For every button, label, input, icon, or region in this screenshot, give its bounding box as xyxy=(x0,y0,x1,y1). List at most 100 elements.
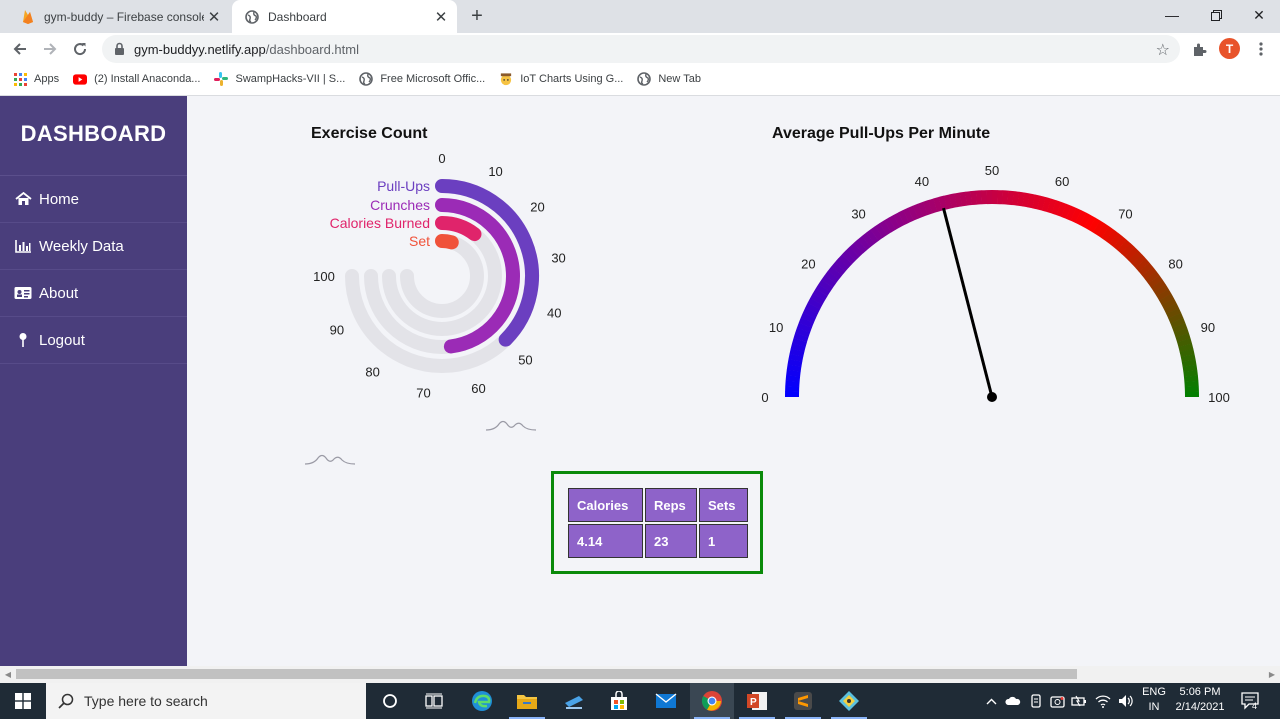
gauge-arc-segment xyxy=(1037,195,1046,211)
apps-grid-icon xyxy=(13,72,27,86)
extensions-icon[interactable] xyxy=(1188,38,1210,60)
radial-bar-set[interactable] xyxy=(435,234,459,250)
git-kraken-icon[interactable] xyxy=(827,683,871,719)
radial-tick-label: 60 xyxy=(471,381,485,396)
browser-chrome: gym-buddy – Firebase console ✕ Dashboard… xyxy=(0,0,1280,96)
volume-icon[interactable] xyxy=(1115,683,1137,719)
store-icon[interactable] xyxy=(597,683,641,719)
tab-dashboard[interactable]: Dashboard ✕ xyxy=(232,0,457,33)
gauge-arc-segment xyxy=(954,192,963,208)
pc-icon[interactable] xyxy=(552,683,596,719)
radial-tick-label: 70 xyxy=(416,386,430,401)
gauge-arc-segment xyxy=(1151,279,1166,293)
gauge-arc-segment xyxy=(857,235,871,251)
sidebar-item-home[interactable]: Home xyxy=(0,176,187,223)
gauge-arc-segment xyxy=(1061,203,1072,219)
scroll-left-arrow-icon[interactable]: ◀ xyxy=(4,670,12,679)
radial-bar-pull-ups[interactable] xyxy=(435,179,539,347)
gauge-arc-segment xyxy=(1177,338,1193,348)
profile-avatar[interactable]: T xyxy=(1219,38,1240,59)
radial-tick-label: 100 xyxy=(313,269,335,284)
gauge-arc-segment xyxy=(898,210,910,226)
gauge-arc-segment xyxy=(1131,254,1147,269)
wifi-icon[interactable] xyxy=(1092,683,1114,719)
radial-bar-crunches[interactable] xyxy=(435,198,520,354)
gauge-arc-segment xyxy=(1075,210,1087,226)
gauge-arc-segment xyxy=(853,239,867,254)
sidebar: DASHBOARD Home Weekly Data About Logout xyxy=(0,96,187,666)
address-bar[interactable]: gym-buddyy.netlify.app/dashboard.html ☆ xyxy=(102,35,1180,63)
sublime-text-icon[interactable] xyxy=(781,683,825,719)
gauge-arc-segment xyxy=(874,223,888,238)
gauge-arc-segment xyxy=(1065,205,1077,221)
taskbar-clock[interactable]: 5:06 PM 2/14/2021 xyxy=(1168,685,1232,715)
bookmark-swamphacks[interactable]: SwampHacks-VII | S... xyxy=(214,72,345,86)
gauge-arc-segment xyxy=(1022,192,1030,208)
sidebar-item-about[interactable]: About xyxy=(0,270,187,317)
close-icon[interactable]: ✕ xyxy=(207,8,221,26)
file-explorer-icon[interactable] xyxy=(505,683,549,719)
mail-icon[interactable] xyxy=(644,683,688,719)
close-icon[interactable]: ✕ xyxy=(434,8,448,26)
forward-arrow-icon[interactable] xyxy=(37,36,63,62)
new-tab-button[interactable]: + xyxy=(471,4,483,27)
bookmark-iot-charts[interactable]: IoT Charts Using G... xyxy=(499,72,623,86)
minimize-icon[interactable]: — xyxy=(1165,7,1179,23)
taskbar-search-box[interactable]: Type here to search xyxy=(46,683,366,719)
horizontal-scrollbar[interactable]: ◀ ▶ xyxy=(0,666,1280,683)
cortana-icon[interactable] xyxy=(368,683,412,719)
battery-icon[interactable] xyxy=(1068,683,1090,719)
sidebar-item-logout[interactable]: Logout xyxy=(0,317,187,364)
powerpoint-icon[interactable]: P xyxy=(735,683,779,719)
gauge-tick-label: 10 xyxy=(769,320,783,335)
bookmark-star-icon[interactable]: ☆ xyxy=(1155,42,1170,59)
gauge-arc-segment xyxy=(1166,307,1182,319)
restore-icon[interactable] xyxy=(1194,0,1238,30)
sidebar-item-label: Weekly Data xyxy=(39,237,124,255)
gauge-tick-label: 30 xyxy=(851,206,865,221)
gauge-arc-segment xyxy=(1135,258,1150,272)
bookmark-apps[interactable]: Apps xyxy=(13,72,59,86)
sidebar-item-weekly-data[interactable]: Weekly Data xyxy=(0,223,187,270)
language-code: ENG xyxy=(1142,686,1166,698)
radial-bar-calories-burned[interactable] xyxy=(435,216,482,242)
radial-tick-label: 0 xyxy=(438,151,445,166)
camera-icon[interactable] xyxy=(1047,683,1067,719)
phone-icon[interactable] xyxy=(1026,683,1046,719)
bookmark-microsoft[interactable]: Free Microsoft Offic... xyxy=(359,72,485,86)
gauge-arc-segment xyxy=(1051,200,1062,216)
chrome-icon[interactable] xyxy=(690,683,734,719)
radial-track xyxy=(400,234,484,318)
gauge-arc-segment xyxy=(893,212,905,228)
series-label: Calories Burned xyxy=(330,215,430,231)
gauge-arc-segment xyxy=(1097,223,1110,239)
tab-firebase[interactable]: gym-buddy – Firebase console ✕ xyxy=(8,0,230,33)
task-view-icon[interactable] xyxy=(412,683,456,719)
gauge-tick-label: 80 xyxy=(1168,257,1182,272)
tray-chevron-up-icon[interactable] xyxy=(982,683,1000,719)
gauge-arc-segment xyxy=(802,307,818,319)
gauge-arc-segment xyxy=(785,375,801,382)
bookmark-label: New Tab xyxy=(658,73,701,85)
gauge-arc-segment xyxy=(865,229,879,244)
gauge-arc-segment xyxy=(1145,270,1160,284)
col-reps: Reps xyxy=(645,488,697,522)
bookmark-new-tab[interactable]: New Tab xyxy=(637,72,701,86)
clock-date: 2/14/2021 xyxy=(1175,701,1225,713)
windows-start-icon[interactable] xyxy=(0,683,46,719)
menu-dots-icon[interactable] xyxy=(1250,38,1272,60)
gauge-arc-segment xyxy=(1084,215,1096,230)
window-close-icon[interactable]: ✕ xyxy=(1253,6,1265,23)
reload-icon[interactable] xyxy=(67,36,93,62)
bookmark-anaconda[interactable]: (2) Install Anaconda... xyxy=(73,72,200,86)
gauge-arc-segment xyxy=(792,337,808,348)
back-arrow-icon[interactable] xyxy=(7,36,33,62)
scroll-right-arrow-icon[interactable]: ▶ xyxy=(1268,670,1276,679)
chrome-divider xyxy=(0,95,1280,96)
bookmark-label: (2) Install Anaconda... xyxy=(94,73,201,85)
edge-icon[interactable] xyxy=(460,683,504,719)
onedrive-cloud-icon[interactable] xyxy=(1002,683,1024,719)
scrollbar-thumb[interactable] xyxy=(16,669,1077,679)
notification-center-icon[interactable]: 4 xyxy=(1238,683,1264,719)
language-indicator[interactable]: ENG IN xyxy=(1138,685,1170,715)
